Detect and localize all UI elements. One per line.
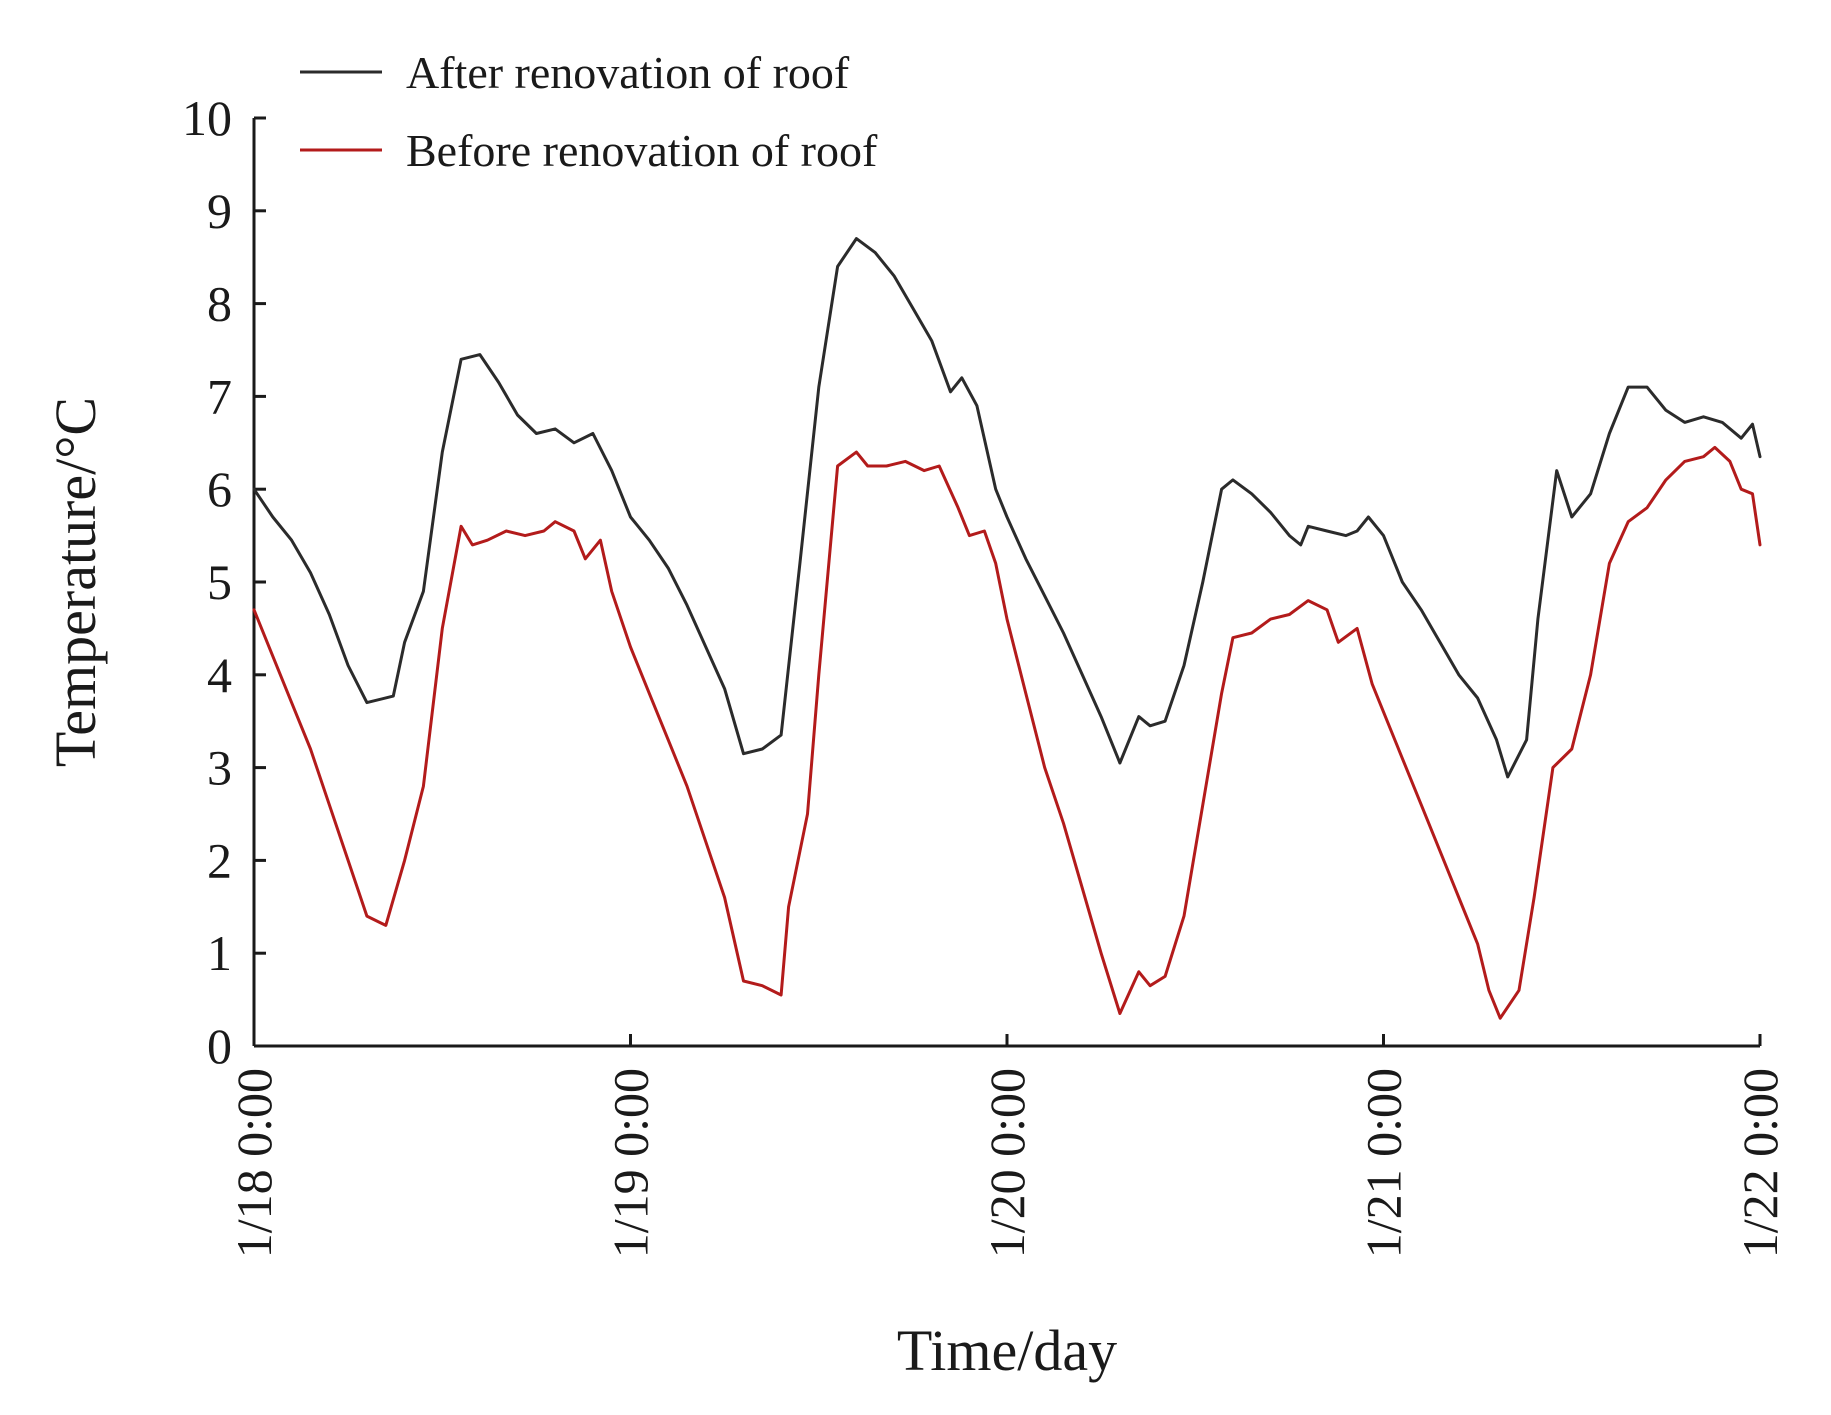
- y-tick-label: 2: [207, 832, 232, 888]
- x-tick-label: 1/21 0:00: [1356, 1068, 1412, 1258]
- legend-label-before: Before renovation of roof: [406, 125, 878, 176]
- legend-label-after: After renovation of roof: [406, 47, 850, 98]
- x-tick-label: 1/19 0:00: [603, 1068, 659, 1258]
- x-ticks: 1/18 0:00 1/19 0:00 1/20 0:00 1/21 0:00 1/22…: [226, 1034, 1788, 1258]
- y-tick-label: 8: [207, 276, 232, 332]
- y-axis-title: Temperature/°C: [43, 397, 108, 767]
- legend: After renovation of roof Before renovati…: [300, 47, 878, 176]
- series-lines: [252, 237, 1762, 1020]
- y-tick-label: 7: [207, 368, 232, 424]
- x-tick-label: 1/18 0:00: [226, 1068, 282, 1258]
- y-tick-label: 0: [207, 1018, 232, 1074]
- series-line-after-renovation: [252, 237, 1762, 779]
- y-tick-label: 9: [207, 183, 232, 239]
- y-tick-label: 5: [207, 554, 232, 610]
- y-tick-label: 4: [207, 647, 232, 703]
- x-tick-label: 1/20 0:00: [979, 1068, 1035, 1258]
- y-tick-label: 1: [207, 925, 232, 981]
- y-tick-label: 6: [207, 461, 232, 517]
- x-axis-title: Time/day: [897, 1318, 1117, 1383]
- y-ticks: 0 1 2 3 4 5 6 7 8 9 10: [182, 90, 266, 1074]
- series-line-before-renovation: [252, 445, 1762, 1020]
- y-tick-label: 10: [182, 90, 232, 146]
- x-tick-label: 1/22 0:00: [1732, 1068, 1788, 1258]
- y-tick-label: 3: [207, 740, 232, 796]
